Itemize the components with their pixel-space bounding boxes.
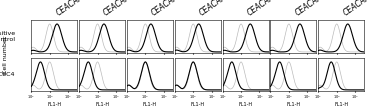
X-axis label: FL1-H: FL1-H [286, 102, 301, 107]
X-axis label: FL1-H: FL1-H [334, 102, 348, 107]
Title: CEACAM5: CEACAM5 [198, 0, 234, 18]
Text: Positive
control: Positive control [0, 31, 15, 42]
Title: CEACAM8: CEACAM8 [342, 0, 368, 18]
X-axis label: FL1-H: FL1-H [47, 102, 61, 107]
X-axis label: FL1-H: FL1-H [95, 102, 109, 107]
Title: CEACAM7: CEACAM7 [294, 0, 329, 18]
X-axis label: FL1-H: FL1-H [143, 102, 157, 107]
Title: CEACAM1: CEACAM1 [54, 0, 90, 18]
Title: CEACAM3: CEACAM3 [102, 0, 138, 18]
Text: 5C8C4: 5C8C4 [0, 72, 15, 77]
Title: CEACAM4: CEACAM4 [150, 0, 186, 18]
X-axis label: FL1-H: FL1-H [238, 102, 253, 107]
Title: CEACAM6: CEACAM6 [246, 0, 282, 18]
X-axis label: FL1-H: FL1-H [191, 102, 205, 107]
Text: Cell number: Cell number [3, 36, 8, 74]
